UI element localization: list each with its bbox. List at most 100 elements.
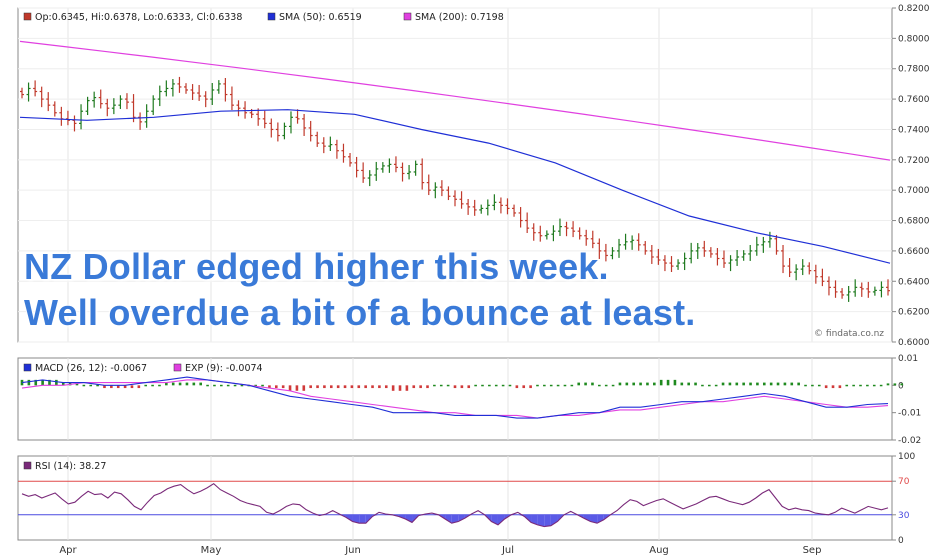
macd-hist-bar [591, 382, 594, 386]
panel-frame-1 [17, 357, 893, 441]
macd-hist-bar [529, 385, 532, 389]
macd-hist-bar [103, 385, 106, 389]
macd-hist-bar [412, 385, 416, 389]
macd-hist-bar [171, 382, 175, 386]
price-tick-label: 0.7200 [898, 156, 930, 166]
macd-hist-bar [625, 382, 629, 386]
exp-line [21, 379, 889, 419]
macd-hist-bar [769, 382, 773, 386]
macd-hist-bar [123, 385, 127, 389]
price-tick-label: 0.6800 [898, 217, 930, 227]
legend-swatch [23, 461, 32, 470]
macd-hist-bar [144, 384, 148, 387]
macd-hist-bar [790, 382, 794, 386]
legend-label: MACD (26, 12): -0.0067 [35, 363, 147, 374]
legend-swatch [403, 12, 412, 21]
rsi-tick-label: 30 [898, 511, 910, 521]
macd-hist-bar [178, 382, 182, 386]
macd-hist-bar [254, 384, 257, 387]
macd-hist-bar [893, 383, 897, 386]
macd-hist-bar [185, 382, 189, 386]
macd-hist-bar [536, 384, 539, 387]
sma200-line [19, 40, 891, 161]
macd-hist-bar [130, 385, 134, 389]
macd-hist-bar [845, 384, 849, 387]
macd-hist-bar [728, 382, 732, 386]
macd-hist-bar [96, 384, 99, 387]
macd-hist-bar [811, 384, 814, 387]
macd-hist-bar [659, 379, 663, 386]
price-panel: 0.6000 0.6200 0.6400 0.6600 0.6800 0.7000 0.72… [17, 4, 930, 348]
watermark: © findata.co.nz [814, 329, 884, 339]
rsi-tick-label: 70 [898, 477, 910, 487]
x-tick-label: Aug [649, 545, 669, 556]
macd-hist-bar [281, 385, 285, 389]
macd-hist-bar [433, 384, 436, 387]
macd-hist-bar [584, 382, 587, 386]
macd-hist-bar [570, 384, 574, 387]
macd-hist-bar [563, 384, 567, 387]
macd-hist-bar [852, 384, 855, 387]
macd-hist-bar [838, 385, 842, 389]
macd-hist-bar [288, 385, 292, 391]
macd-tick-label: -0.01 [898, 409, 921, 419]
macd-hist-bar [158, 384, 161, 387]
macd-hist-bar [199, 382, 202, 386]
macd-hist-bar [694, 382, 697, 386]
sma50-line [19, 109, 891, 264]
macd-hist-bar [371, 385, 374, 389]
macd-hist-bar [61, 382, 65, 386]
macd-hist-bar [721, 382, 725, 386]
macd-hist-bar [508, 384, 512, 387]
macd-hist-bar [817, 384, 821, 387]
price-tick-label: 0.6200 [898, 308, 930, 318]
macd-hist-bar [749, 382, 752, 386]
macd-hist-bar [343, 385, 347, 389]
macd-hist-bar [859, 384, 862, 387]
macd-hist-bar [89, 384, 93, 387]
macd-hist-bar [556, 384, 560, 387]
macd-hist-bar [900, 383, 904, 386]
rsi-tick-label: 100 [898, 452, 915, 462]
macd-hist-bar [446, 384, 450, 387]
legend-swatch [23, 363, 32, 372]
rsi-oversold-fill [544, 514, 551, 527]
macd-hist-bar [735, 382, 739, 386]
legend-swatch [23, 12, 32, 21]
price-tick-label: 0.6000 [898, 338, 930, 348]
headline-line-1: NZ Dollar edged higher this week. [24, 246, 609, 287]
macd-hist-bar [872, 384, 876, 387]
macd-hist-bar [474, 384, 477, 387]
legend-label: RSI (14): 38.27 [35, 461, 106, 472]
macd-hist-bar [419, 385, 422, 389]
price-tick-label: 0.6400 [898, 277, 930, 287]
macd-hist-bar [687, 382, 690, 386]
price-tick-label: 0.7400 [898, 125, 930, 135]
x-tick-label: Jul [501, 545, 514, 556]
macd-hist-bar [295, 385, 299, 391]
legend-swatch [267, 12, 276, 21]
headline-line-2: Well overdue a bit of a bounce at least. [24, 292, 696, 333]
macd-hist-bar [261, 384, 264, 387]
macd-hist-bar [653, 382, 656, 386]
x-axis: Apr May Jun Jul Aug Sep [59, 545, 821, 556]
legend-swatch [173, 363, 182, 372]
macd-hist-bar [549, 384, 553, 387]
macd-hist-bar [357, 385, 361, 389]
macd-panel: 0.01 0 -0.01 -0.02 MACD (26, 12): -0.0067 EXP… [17, 354, 921, 446]
macd-hist-bar [804, 384, 807, 387]
macd-hist-bar [639, 382, 642, 386]
macd-hist-bar [165, 382, 168, 386]
macd-hist-bar [206, 384, 209, 387]
rsi-oversold-fill [550, 514, 558, 526]
rsi-oversold-fill [458, 514, 465, 522]
macd-hist-bar [618, 382, 622, 386]
macd-hist-bar [577, 382, 581, 386]
macd-hist-bar [453, 385, 457, 389]
macd-hist-bar [708, 384, 711, 387]
macd-hist-bar [309, 385, 312, 389]
macd-hist-bar [611, 384, 615, 387]
macd-hist-bar [439, 384, 443, 387]
macd-hist-bar [398, 385, 402, 391]
